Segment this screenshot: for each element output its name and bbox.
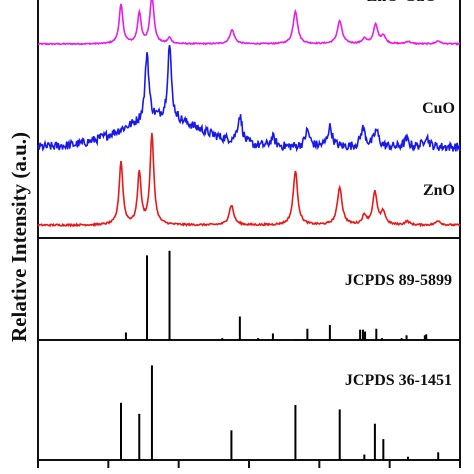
series-line-zno-cuo <box>37 0 461 46</box>
panel-frame-0 <box>37 0 461 239</box>
plot-area: ZnO-CuO CuO ZnO JCPDS 89-5899 JCPDS 36-1451 <box>37 0 461 468</box>
ref-label-0: JCPDS 89-5899 <box>345 272 452 289</box>
series-label-zno-cuo: ZnO-CuO <box>367 0 437 5</box>
ref-label-1: JCPDS 36-1451 <box>345 372 452 389</box>
panel-frame-2 <box>37 339 461 461</box>
series-line-zno <box>37 132 461 228</box>
y-axis-label: Relative Intensity (a.u.) <box>7 132 31 342</box>
series-line-cuo <box>37 44 461 153</box>
panel-frame-1 <box>37 237 461 341</box>
series-label-zno: ZnO <box>423 182 455 199</box>
series-label-cuo: CuO <box>422 100 455 117</box>
